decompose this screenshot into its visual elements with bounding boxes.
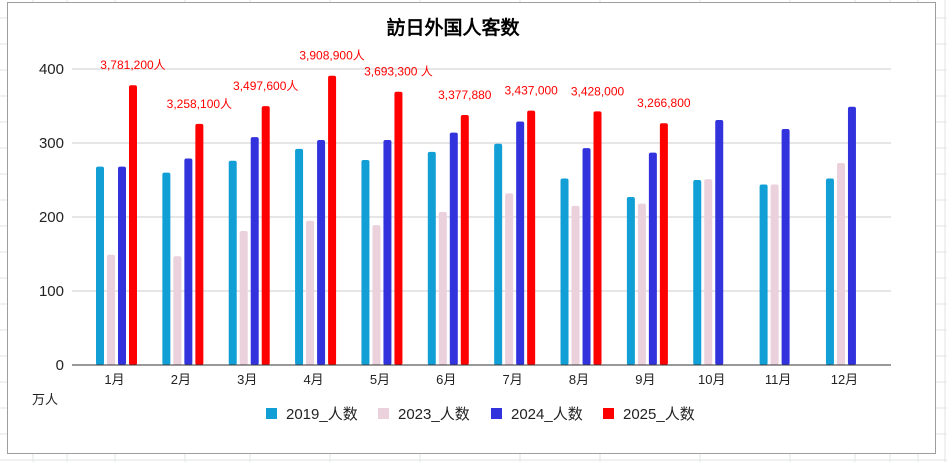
x-tick-label: 11月 [765, 372, 792, 387]
bar-2023_人数-5月[interactable] [372, 225, 381, 365]
bar-2023_人数-10月[interactable] [704, 179, 713, 365]
bar-2024_人数-5月[interactable] [383, 140, 392, 365]
bar-2025_人数-2月[interactable] [195, 123, 204, 365]
data-label: 3,377,880 [438, 88, 492, 102]
bar-2024_人数-7月[interactable] [516, 121, 525, 365]
bar-2024_人数-4月[interactable] [317, 140, 326, 365]
y-tick-label: 300 [39, 135, 64, 152]
legend: 2019_人数 2023_人数 2024_人数 2025_人数 [266, 406, 695, 423]
bar-2024_人数-10月[interactable] [715, 120, 724, 365]
bar-2019_人数-12月[interactable] [825, 178, 834, 365]
x-axis-ticks: 1月 2月 3月 4月 5月 6月 7月 8月 9月 10月 11月 12月 [104, 372, 858, 387]
legend-item[interactable]: 2019_人数 [266, 406, 358, 423]
bar-2025_人数-6月[interactable] [460, 115, 469, 365]
y-unit-label: 万人 [32, 392, 58, 407]
x-tick-label: 9月 [635, 372, 655, 387]
bar-2025_人数-8月[interactable] [593, 111, 602, 365]
bar-2023_人数-1月[interactable] [107, 254, 115, 365]
x-tick-label: 1月 [104, 372, 124, 387]
bar-2024_人数-1月[interactable] [118, 166, 126, 365]
bar-2024_人数-8月[interactable] [582, 148, 591, 365]
legend-item[interactable]: 2023_人数 [378, 406, 470, 423]
chart-frame[interactable] [7, 2, 936, 454]
y-tick-label: 200 [39, 209, 64, 226]
y-tick-label: 400 [39, 61, 64, 78]
legend-swatch [266, 408, 277, 419]
x-tick-label: 10月 [698, 372, 725, 387]
data-label: 3,908,900人 [299, 49, 364, 63]
legend-label: 2019_人数 [286, 406, 358, 423]
chart-title: 訪日外国人客数 [386, 16, 520, 39]
bar-2023_人数-12月[interactable] [836, 162, 845, 365]
bar-2019_人数-2月[interactable] [162, 172, 171, 365]
bar-2023_人数-3月[interactable] [239, 231, 248, 365]
gridlines [72, 68, 891, 292]
bar-2023_人数-2月[interactable] [173, 256, 182, 365]
data-label: 3,266,800 [637, 96, 691, 110]
bar-2024_人数-9月[interactable] [648, 152, 657, 365]
x-tick-label: 3月 [237, 372, 257, 387]
x-tick-label: 8月 [569, 372, 589, 387]
bar-2023_人数-11月[interactable] [770, 184, 779, 365]
data-label: 3,428,000 [571, 84, 625, 98]
bars [96, 75, 856, 366]
bar-2019_人数-11月[interactable] [759, 184, 768, 365]
bar-2025_人数-4月[interactable] [328, 75, 337, 365]
legend-label: 2025_人数 [623, 406, 695, 423]
bar-2024_人数-11月[interactable] [781, 128, 790, 365]
data-label: 3,781,200人 [100, 58, 165, 72]
bar-2019_人数-1月[interactable] [96, 166, 104, 365]
bar-2019_人数-3月[interactable] [228, 160, 237, 365]
bar-2019_人数-4月[interactable] [295, 148, 304, 365]
bar-2019_人数-10月[interactable] [693, 180, 702, 365]
data-label: 3,693,300 人 [364, 65, 433, 79]
bar-2019_人数-7月[interactable] [494, 143, 503, 365]
legend-label: 2024_人数 [511, 406, 583, 423]
bar-2025_人数-7月[interactable] [527, 110, 536, 365]
bar-2019_人数-5月[interactable] [361, 160, 370, 365]
y-tick-label: 0 [56, 357, 64, 374]
legend-item[interactable]: 2024_人数 [491, 406, 583, 423]
data-label: 3,437,000 [504, 84, 558, 98]
legend-swatch [603, 408, 614, 419]
bar-2024_人数-2月[interactable] [184, 158, 193, 365]
bar-2024_人数-6月[interactable] [449, 132, 458, 365]
y-tick-label: 100 [39, 283, 64, 300]
bar-2023_人数-6月[interactable] [438, 211, 447, 365]
bar-2025_人数-9月[interactable] [659, 123, 668, 366]
x-tick-label: 2月 [171, 372, 191, 387]
x-tick-label: 6月 [436, 372, 456, 387]
bar-2025_人数-3月[interactable] [261, 106, 270, 366]
x-tick-label: 5月 [370, 372, 390, 387]
bar-2019_人数-6月[interactable] [427, 151, 436, 365]
bar-2019_人数-9月[interactable] [626, 197, 635, 365]
bar-2019_人数-8月[interactable] [560, 178, 569, 365]
legend-item[interactable]: 2025_人数 [603, 406, 695, 423]
legend-swatch [378, 408, 389, 419]
x-tick-label: 7月 [503, 372, 523, 387]
data-label: 3,258,100人 [167, 97, 232, 111]
bar-2023_人数-4月[interactable] [306, 220, 315, 365]
data-label: 3,497,600人 [233, 79, 298, 93]
bar-2024_人数-3月[interactable] [250, 137, 259, 365]
bar-2023_人数-9月[interactable] [637, 203, 646, 365]
x-tick-label: 12月 [831, 372, 858, 387]
x-tick-label: 4月 [303, 372, 323, 387]
legend-swatch [491, 408, 502, 419]
legend-label: 2023_人数 [398, 406, 470, 423]
bar-2023_人数-8月[interactable] [571, 205, 580, 365]
bar-2024_人数-12月[interactable] [847, 106, 856, 366]
bar-2025_人数-5月[interactable] [394, 91, 403, 365]
bar-2023_人数-7月[interactable] [505, 193, 514, 365]
bar-2025_人数-1月[interactable] [129, 85, 137, 366]
y-axis-ticks: 0 100 200 300 400 [39, 61, 64, 374]
